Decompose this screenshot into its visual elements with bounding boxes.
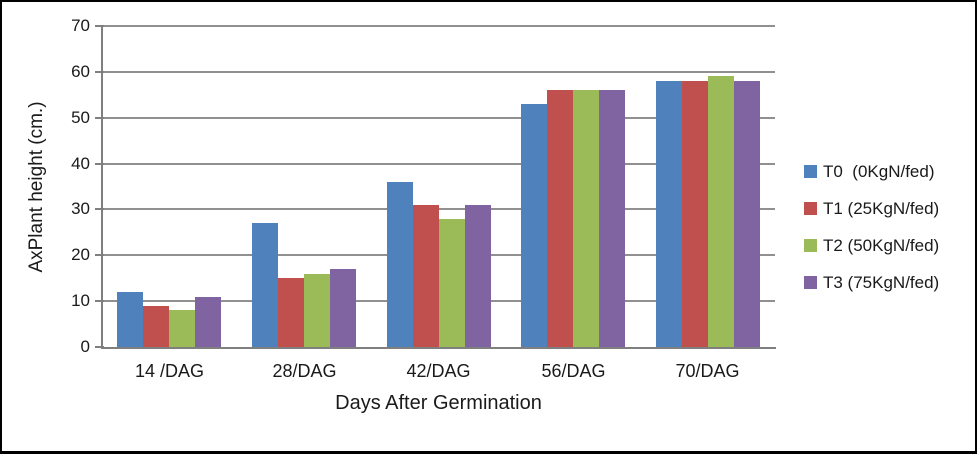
y-tick-0 — [95, 346, 104, 348]
bar-T2-56/DAG — [573, 90, 599, 347]
bar-T0-14/DAG — [117, 292, 143, 347]
x-axis-line — [101, 347, 776, 349]
bar-T2-14/DAG — [169, 310, 195, 347]
y-tick-label-70: 70 — [71, 16, 90, 35]
legend-item-T0: T0 (0KgN/fed) — [804, 160, 939, 183]
legend-item-T3: T3 (75KgN/fed) — [804, 271, 939, 294]
x-category-label: 56/DAG — [541, 361, 606, 381]
bar-T0-70/DAG — [656, 81, 682, 347]
legend-swatch-T3 — [804, 276, 817, 289]
legend-swatch-T0 — [804, 165, 817, 178]
bar-T3-14/DAG — [195, 297, 221, 347]
y-tick-label-20: 20 — [71, 245, 90, 264]
bar-T2-70/DAG — [708, 76, 734, 347]
x-category-label: 42/DAG — [406, 361, 471, 381]
bar-T1-28/DAG — [278, 278, 304, 347]
y-tick-10 — [95, 300, 104, 302]
bar-T3-28/DAG — [330, 269, 356, 347]
y-tick-40 — [95, 163, 104, 165]
legend-label-T1: T1 (25KgN/fed) — [823, 198, 940, 218]
x-axis-title: Days After Germination — [335, 392, 542, 414]
x-category-label: 14 /DAG — [134, 361, 205, 381]
y-tick-label-60: 60 — [71, 62, 90, 81]
legend-item-T2: T2 (50KgN/fed) — [804, 234, 939, 257]
y-tick-label-0: 0 — [80, 337, 90, 356]
legend-label-T0: T0 (0KgN/fed) — [823, 161, 935, 181]
y-tick-50 — [95, 117, 104, 119]
y-axis-line — [101, 26, 103, 349]
bar-T3-70/DAG — [734, 81, 760, 347]
y-tick-label-40: 40 — [71, 154, 90, 173]
bar-T3-42/DAG — [465, 205, 491, 347]
gridline-50 — [102, 117, 775, 119]
y-tick-label-50: 50 — [71, 108, 90, 127]
y-tick-label-30: 30 — [71, 199, 90, 218]
legend-swatch-T1 — [804, 202, 817, 215]
bar-T2-42/DAG — [439, 219, 465, 347]
y-tick-30 — [95, 208, 104, 210]
bar-T1-70/DAG — [682, 81, 708, 347]
y-tick-20 — [95, 254, 104, 256]
bar-T0-56/DAG — [521, 104, 547, 347]
bar-T0-28/DAG — [252, 223, 278, 347]
gridline-60 — [102, 71, 775, 73]
bar-T1-56/DAG — [547, 90, 573, 347]
legend-swatch-T2 — [804, 239, 817, 252]
bar-T2-28/DAG — [304, 274, 330, 347]
bar-T0-42/DAG — [387, 182, 413, 347]
x-category-label: 28/DAG — [272, 361, 337, 381]
y-tick-70 — [95, 25, 104, 27]
legend-item-T1: T1 (25KgN/fed) — [804, 197, 939, 220]
gridline-40 — [102, 163, 775, 165]
bar-T1-14/DAG — [143, 306, 169, 347]
x-category-label: 70/DAG — [675, 361, 740, 381]
legend-label-T3: T3 (75KgN/fed) — [823, 272, 940, 292]
legend: T0 (0KgN/fed) T1 (25KgN/fed) T2 (50KgN/fed… — [804, 160, 939, 294]
y-tick-60 — [95, 71, 104, 73]
gridline-70 — [102, 25, 775, 27]
y-tick-label-10: 10 — [71, 291, 90, 310]
bar-T1-42/DAG — [413, 205, 439, 347]
bar-T3-56/DAG — [599, 90, 625, 347]
legend-label-T2: T2 (50KgN/fed) — [823, 235, 940, 255]
